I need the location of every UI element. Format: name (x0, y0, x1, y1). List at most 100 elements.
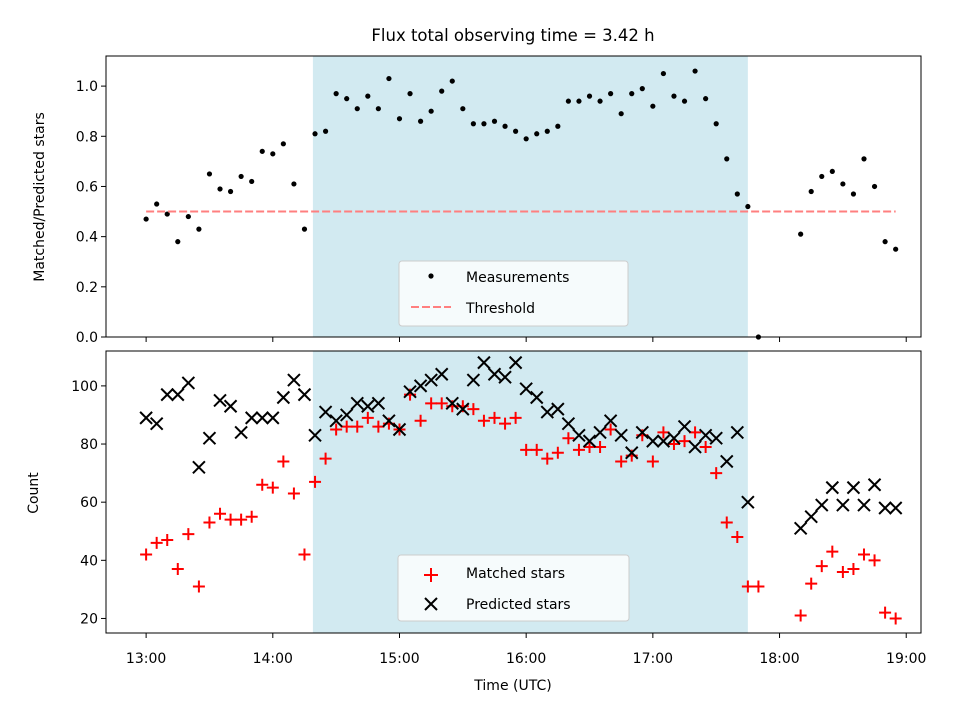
measurement-point (291, 181, 297, 187)
matched-star-point (372, 420, 385, 433)
measurement-point (154, 201, 160, 207)
x-tick-label: 14:00 (253, 651, 293, 667)
top-y-tick-label: 0.6 (76, 179, 98, 195)
measurement-point (259, 148, 265, 154)
matched-star-point (847, 563, 860, 576)
bottom-data-layer (139, 355, 903, 625)
measurement-point (333, 91, 339, 97)
bottom-x-axis: 13:00 14:00 15:00 16:00 17:00 18:00 19:00 (126, 633, 926, 667)
x-tick-label: 19:00 (886, 651, 926, 667)
bottom-y-axis-label: Count (26, 472, 42, 514)
predicted-star-point (677, 419, 692, 434)
predicted-star-point (371, 396, 386, 411)
predicted-star-point (688, 440, 702, 454)
measurement-point (819, 173, 825, 180)
predicted-star-point (255, 411, 269, 425)
predicted-star-point (477, 355, 491, 370)
predicted-star-point (561, 416, 576, 431)
predicted-star-point (350, 396, 364, 411)
predicted-star-point (836, 498, 850, 512)
matched-star-point (330, 423, 343, 436)
measurement-point (238, 173, 244, 180)
predicted-star-point (234, 425, 248, 440)
bottom-y-tick-label: 60 (80, 495, 98, 511)
predicted-star-point (519, 382, 533, 396)
predicted-star-point (720, 454, 734, 469)
legend-measurements-label: Measurements (466, 270, 569, 286)
legend-matched-marker (424, 568, 438, 582)
measurement-point (724, 156, 730, 162)
measurement-point (692, 68, 698, 74)
top-x-axis (145, 337, 907, 342)
measurement-point (206, 171, 213, 177)
predicted-star-point (540, 405, 554, 419)
measurement-point (681, 98, 688, 104)
matched-star-point (710, 467, 723, 480)
measurement-point (217, 186, 223, 192)
measurement-point (396, 116, 403, 122)
measurement-point (312, 131, 318, 137)
measurement-point (449, 78, 455, 84)
predicted-star-point (297, 387, 312, 402)
measurement-point (808, 188, 814, 195)
x-tick-label: 17:00 (633, 651, 673, 667)
measurement-point (798, 231, 804, 237)
predicted-star-point (456, 402, 470, 416)
bottom-legend: Matched stars Predicted stars (397, 554, 630, 622)
matched-star-point (731, 531, 744, 544)
matched-star-point (203, 516, 216, 529)
top-data-layer (143, 68, 899, 340)
predicted-star-point (625, 446, 639, 460)
matched-star-point (351, 420, 364, 433)
x-tick-label: 16:00 (506, 651, 546, 667)
predicted-star-point (572, 428, 586, 443)
top-y-tick-label: 0.4 (76, 230, 98, 246)
measurement-point (734, 191, 740, 197)
matched-star-point (414, 414, 427, 427)
matched-star-point (805, 577, 818, 590)
bottom-legend-box (397, 554, 630, 622)
measurement-point (639, 86, 645, 92)
measurement-point (713, 121, 719, 127)
measurement-point (185, 213, 191, 220)
measurement-point (407, 91, 413, 97)
predicted-star-point (202, 431, 217, 445)
predicted-star-point (815, 498, 829, 512)
matched-star-point (509, 411, 522, 424)
matched-star-point (594, 440, 607, 453)
predicted-star-point (614, 428, 628, 443)
bottom-plot-frame (105, 350, 922, 634)
matched-star-point (425, 397, 438, 410)
predicted-star-point (244, 411, 259, 425)
measurement-point (365, 93, 371, 99)
predicted-star-point (656, 434, 671, 448)
predicted-star-point (318, 405, 333, 419)
x-tick-label: 15:00 (379, 651, 419, 667)
predicted-star-point (266, 411, 280, 425)
measurement-point (882, 239, 888, 245)
measurement-point (196, 226, 202, 232)
predicted-star-point (192, 460, 206, 474)
top-y-tick-label: 0.0 (76, 330, 98, 346)
predicted-star-point (646, 434, 660, 448)
legend-matched-label: Matched stars (466, 566, 565, 582)
matched-star-point (562, 432, 575, 445)
matched-star-point (245, 510, 258, 523)
measurement-point (175, 239, 181, 245)
predicted-star-point (593, 425, 607, 440)
predicted-star-point (181, 376, 196, 390)
matched-star-point (256, 478, 269, 491)
predicted-star-point (508, 355, 523, 370)
matched-star-point (741, 580, 754, 593)
predicted-star-point (551, 402, 565, 416)
matched-star-point (224, 513, 237, 526)
matched-star-point (192, 580, 205, 593)
legend-measurements-marker (428, 273, 434, 279)
measurement-point (270, 151, 276, 157)
measurement-point (354, 106, 360, 112)
matched-star-point (319, 452, 332, 465)
measurement-point (280, 141, 286, 147)
measurement-point (544, 128, 550, 134)
matched-star-point (161, 533, 174, 546)
